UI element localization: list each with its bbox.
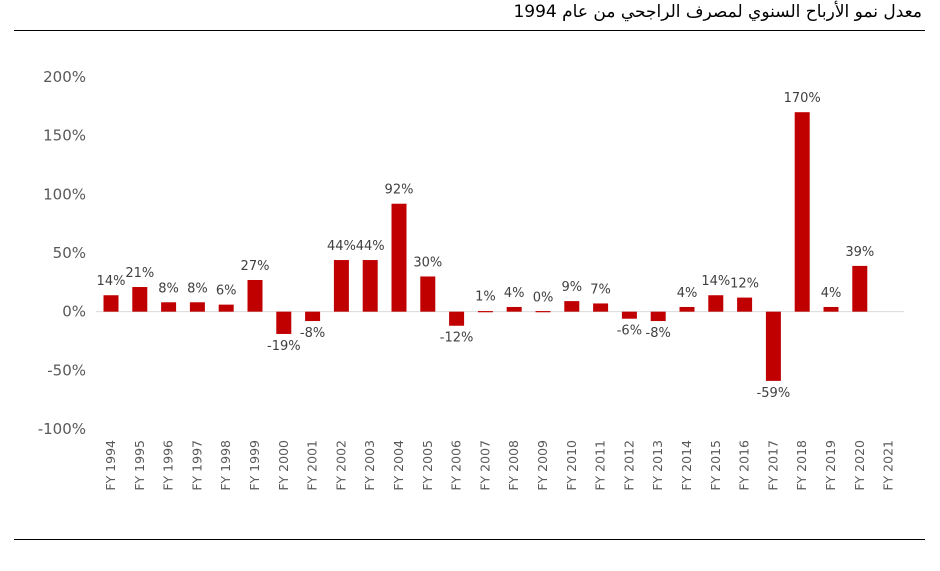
bar bbox=[852, 265, 868, 312]
bar bbox=[477, 311, 493, 313]
bar bbox=[276, 311, 292, 334]
y-tick-label: -50% bbox=[47, 361, 86, 379]
data-label: 92% bbox=[385, 183, 414, 198]
bar bbox=[564, 301, 580, 312]
data-label: 44% bbox=[327, 239, 356, 254]
x-tick-label: FY 2007 bbox=[477, 440, 492, 491]
x-tick-label: FY 2009 bbox=[535, 440, 550, 491]
bar bbox=[679, 306, 695, 312]
data-label: -12% bbox=[440, 331, 474, 346]
y-tick-label: 150% bbox=[43, 127, 86, 145]
bar bbox=[708, 295, 724, 312]
data-label: 7% bbox=[590, 282, 611, 297]
x-tick-label: FY 2008 bbox=[506, 440, 521, 491]
x-tick-label: FY 1995 bbox=[132, 440, 147, 491]
data-label: 170% bbox=[784, 91, 821, 106]
x-tick-label: FY 2002 bbox=[333, 440, 348, 491]
bar bbox=[535, 311, 551, 313]
data-label: 14% bbox=[97, 274, 126, 289]
data-label: -59% bbox=[757, 386, 791, 401]
y-tick-label: 100% bbox=[43, 185, 86, 203]
x-axis: FY 1994 FY 1995 FY 1996 FY 1997 FY 1998 FY 19… bbox=[103, 440, 896, 491]
data-label: 30% bbox=[413, 255, 442, 270]
x-tick-label: FY 2017 bbox=[765, 440, 780, 491]
data-label: 21% bbox=[125, 266, 154, 281]
bottom-divider bbox=[14, 539, 925, 540]
top-divider bbox=[14, 30, 925, 31]
data-label: 6% bbox=[216, 284, 237, 299]
data-label: -6% bbox=[617, 324, 642, 339]
y-tick-label: 50% bbox=[53, 244, 86, 262]
data-label: 4% bbox=[504, 286, 525, 301]
x-tick-label: FY 2000 bbox=[276, 440, 291, 491]
bar bbox=[391, 203, 407, 312]
y-tick-label: 0% bbox=[62, 303, 86, 321]
bar bbox=[362, 260, 378, 312]
chart-title: معدل نمو الأرباح السنوي لمصرف الراجحي من… bbox=[513, 2, 922, 22]
x-tick-label: FY 2004 bbox=[391, 440, 406, 491]
x-tick-label: FY 2016 bbox=[737, 440, 752, 491]
data-label: -19% bbox=[267, 339, 301, 354]
x-tick-label: FY 2018 bbox=[794, 440, 809, 491]
data-label: 0% bbox=[533, 291, 554, 306]
data-label: 12% bbox=[730, 277, 759, 292]
x-tick-label: FY 2013 bbox=[650, 440, 665, 491]
bar bbox=[189, 302, 205, 312]
bar bbox=[621, 311, 637, 319]
y-axis: 200% 150% 100% 50% 0% -50% -100% bbox=[38, 68, 86, 438]
x-tick-label: FY 2010 bbox=[564, 440, 579, 491]
data-label: 1% bbox=[475, 289, 496, 304]
x-tick-label: FY 2003 bbox=[362, 440, 377, 491]
x-tick-label: FY 2011 bbox=[593, 440, 608, 491]
y-tick-label: 200% bbox=[43, 68, 86, 86]
bar bbox=[305, 311, 321, 322]
bar bbox=[823, 306, 839, 312]
x-tick-label: FY 2019 bbox=[823, 440, 838, 491]
bar bbox=[794, 112, 810, 312]
data-label: 4% bbox=[677, 286, 698, 301]
bar bbox=[132, 287, 148, 312]
bar bbox=[650, 311, 666, 322]
x-tick-label: FY 1994 bbox=[103, 440, 118, 491]
bar bbox=[420, 276, 436, 312]
data-labels: 14%21%8% 8% 6%27%-19%-8%44% 44%92%30%-12%1%… bbox=[97, 91, 875, 401]
bar bbox=[218, 304, 234, 312]
bar bbox=[161, 302, 177, 312]
bar bbox=[765, 311, 781, 381]
bar bbox=[333, 260, 349, 312]
data-label: 27% bbox=[241, 259, 270, 274]
bar bbox=[449, 311, 465, 326]
x-tick-label: FY 1997 bbox=[189, 440, 204, 491]
x-tick-label: FY 2015 bbox=[708, 440, 723, 491]
bar bbox=[103, 295, 119, 312]
data-label: -8% bbox=[646, 326, 671, 341]
x-tick-label: FY 2012 bbox=[621, 440, 636, 491]
x-tick-label: FY 2014 bbox=[679, 440, 694, 491]
x-tick-label: FY 2006 bbox=[449, 440, 464, 491]
x-tick-label: FY 2021 bbox=[881, 440, 896, 491]
x-tick-label: FY 1999 bbox=[247, 440, 262, 491]
y-tick-label: -100% bbox=[38, 420, 86, 438]
x-tick-label: FY 1998 bbox=[218, 440, 233, 491]
data-label: 14% bbox=[701, 274, 730, 289]
data-label: 44% bbox=[356, 239, 385, 254]
data-label: 8% bbox=[158, 281, 179, 296]
data-label: -8% bbox=[300, 326, 325, 341]
bar bbox=[593, 303, 609, 312]
data-label: 4% bbox=[821, 286, 842, 301]
bar bbox=[247, 279, 263, 312]
x-tick-label: FY 2020 bbox=[852, 440, 867, 491]
bar bbox=[506, 306, 522, 312]
data-label: 9% bbox=[561, 280, 582, 295]
bar bbox=[737, 297, 753, 312]
x-tick-label: FY 1996 bbox=[161, 440, 176, 491]
x-tick-label: FY 2001 bbox=[305, 440, 320, 491]
x-tick-label: FY 2005 bbox=[420, 440, 435, 491]
data-label: 8% bbox=[187, 281, 208, 296]
bars bbox=[103, 112, 868, 381]
data-label: 39% bbox=[845, 245, 874, 260]
